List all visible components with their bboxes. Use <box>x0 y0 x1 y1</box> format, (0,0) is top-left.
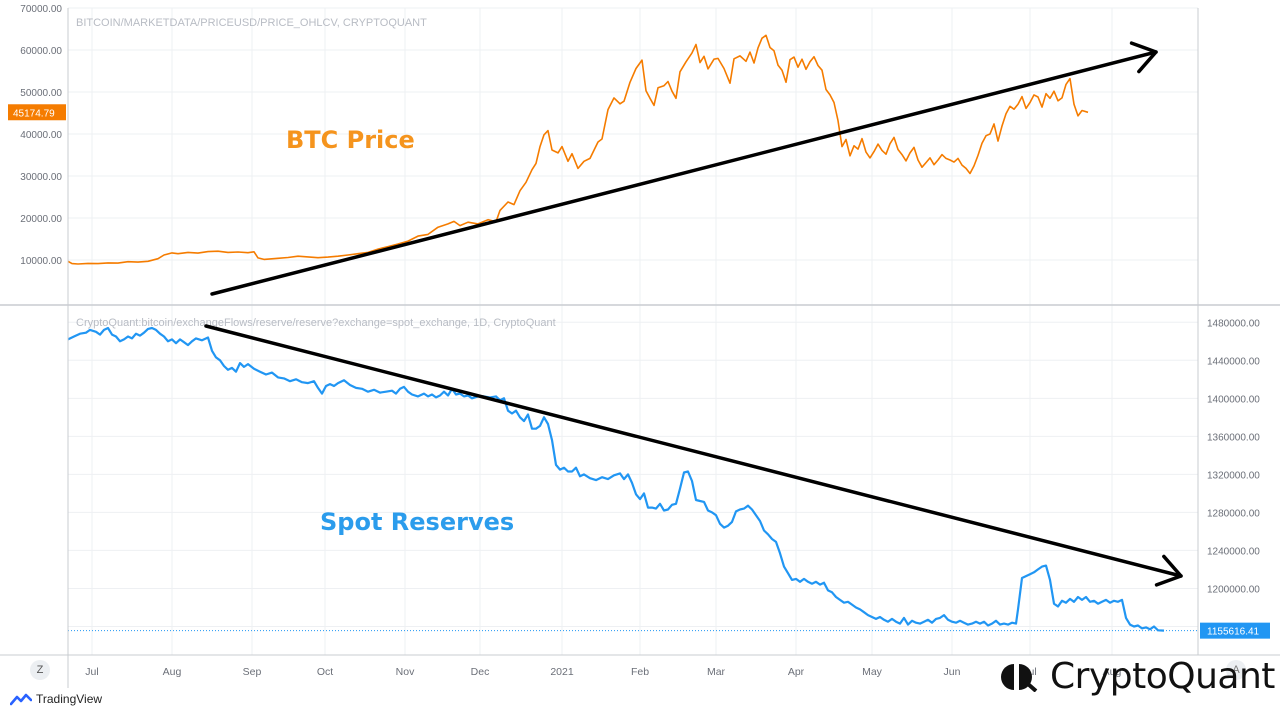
trend-arrow-up-head <box>1129 41 1158 74</box>
y-tick-label: 1280000.00 <box>1207 508 1260 519</box>
cryptoquant-icon <box>1001 663 1038 692</box>
y-tick-label: 70000.00 <box>20 4 62 15</box>
y-tick-label: 1400000.00 <box>1207 394 1260 405</box>
last-value-badge <box>1200 622 1270 639</box>
y-tick-label: 1200000.00 <box>1207 584 1260 595</box>
y-tick-label: 1240000.00 <box>1207 546 1260 557</box>
y-tick-label: 40000.00 <box>20 130 62 141</box>
x-tick-label: Sep <box>243 666 262 678</box>
trend-arrow-down-head <box>1154 554 1183 587</box>
x-tick-label: Dec <box>471 666 490 678</box>
trend-arrow-down <box>204 324 1183 578</box>
y-tick-label: 20000.00 <box>20 214 62 225</box>
spot-reserves-annotation: Spot Reserves <box>320 508 515 536</box>
spot-reserve-line <box>67 326 1165 632</box>
last-value-label: 45174.79 <box>13 108 55 119</box>
last-value-label: 1155616.41 <box>1207 627 1260 638</box>
x-tick-label: Aug <box>163 666 182 678</box>
x-tick-label: May <box>862 666 883 678</box>
x-tick-label: Aug <box>1103 666 1122 678</box>
x-tick-label: Jun <box>944 666 961 678</box>
y-tick-label: 30000.00 <box>20 172 62 183</box>
source-label: CryptoQuant:bitcoin/exchangeFlows/reserv… <box>76 317 556 329</box>
x-tick-label: Apr <box>788 666 805 678</box>
tradingview-logo[interactable]: TradingView <box>10 692 102 706</box>
y-tick-label: 1320000.00 <box>1207 470 1260 481</box>
tradingview-icon <box>10 693 32 706</box>
y-tick-label: 50000.00 <box>20 88 62 99</box>
x-tick-label: Feb <box>631 666 649 678</box>
cryptoquant-wordmark: CryptoQuant <box>1050 656 1275 697</box>
zoom-reset-button[interactable]: Z <box>30 660 50 680</box>
x-tick-label: Oct <box>317 666 333 678</box>
y-tick-label: 10000.00 <box>20 256 62 267</box>
x-tick-label: Jul <box>85 666 98 678</box>
x-tick-label: 2021 <box>550 666 574 678</box>
cryptoquant-logo: CryptoQuant <box>992 656 1275 697</box>
y-tick-label: 60000.00 <box>20 46 62 57</box>
y-tick-label: 1480000.00 <box>1207 318 1260 329</box>
trend-arrow-up <box>210 50 1158 296</box>
y-tick-label: 1440000.00 <box>1207 356 1260 367</box>
y-tick-label: 1360000.00 <box>1207 432 1260 443</box>
btc-price-line <box>67 34 1089 265</box>
last-value-badge <box>8 104 66 121</box>
x-tick-label: Mar <box>707 666 726 678</box>
auto-scale-button[interactable]: A <box>1226 660 1246 680</box>
source-label: BITCOIN/MARKETDATA/PRICEUSD/PRICE_OHLCV,… <box>76 17 427 29</box>
tradingview-label: TradingView <box>36 692 103 706</box>
btc-price-annotation: BTC Price <box>286 126 415 154</box>
x-tick-label: Nov <box>396 666 415 678</box>
